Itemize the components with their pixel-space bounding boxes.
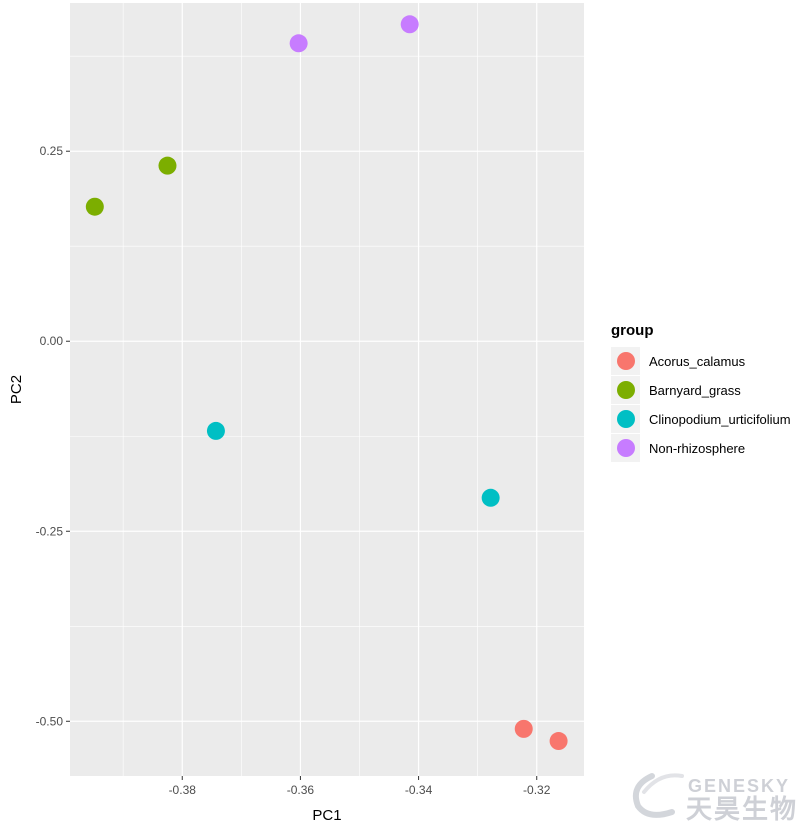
- y-tick-label: 0.00: [40, 334, 64, 348]
- x-tick-label: -0.38: [169, 783, 197, 797]
- data-point: [158, 156, 177, 175]
- x-axis-ticks: -0.38 -0.36 -0.34 -0.32: [169, 776, 551, 797]
- legend-label: Non-rhizosphere: [649, 441, 745, 456]
- data-point: [549, 732, 568, 751]
- data-points: [85, 15, 568, 751]
- data-point: [400, 15, 419, 34]
- legend-swatch: [617, 352, 635, 370]
- x-axis-title: PC1: [312, 807, 341, 824]
- data-point: [289, 34, 308, 53]
- x-tick-label: -0.36: [287, 783, 315, 797]
- legend-swatch: [617, 381, 635, 399]
- legend-label: Acorus_calamus: [649, 354, 746, 369]
- legend-swatch: [617, 410, 635, 428]
- legend-label: Clinopodium_urticifolium: [649, 412, 791, 427]
- x-tick-label: -0.34: [405, 783, 433, 797]
- plot-panel: [70, 3, 584, 776]
- grid-minor: [70, 3, 584, 776]
- data-point: [206, 421, 225, 440]
- watermark-text-en: GENESKY: [688, 776, 790, 796]
- y-axis-ticks: -0.50 -0.25 0.00 0.25: [36, 144, 70, 728]
- legend-items: Acorus_calamus Barnyard_grass Clinopodium_…: [611, 347, 791, 462]
- data-point: [514, 719, 533, 738]
- y-tick-label: -0.50: [36, 714, 64, 728]
- legend: group Acorus_calamus Barnyard_grass Clinop…: [611, 322, 791, 462]
- legend-swatch: [617, 439, 635, 457]
- y-axis-title: PC2: [8, 375, 25, 404]
- data-point: [481, 488, 500, 507]
- genesky-logo-icon: [632, 773, 684, 818]
- y-tick-label: 0.25: [40, 144, 64, 158]
- x-tick-label: -0.32: [523, 783, 551, 797]
- legend-label: Barnyard_grass: [649, 383, 741, 398]
- watermark-text-zh: 天昊生物: [686, 795, 798, 825]
- data-point: [85, 197, 104, 216]
- watermark: GENESKY 天昊生物: [632, 773, 798, 825]
- y-tick-label: -0.25: [36, 524, 64, 538]
- grid-major: [70, 3, 584, 776]
- legend-title: group: [611, 322, 654, 339]
